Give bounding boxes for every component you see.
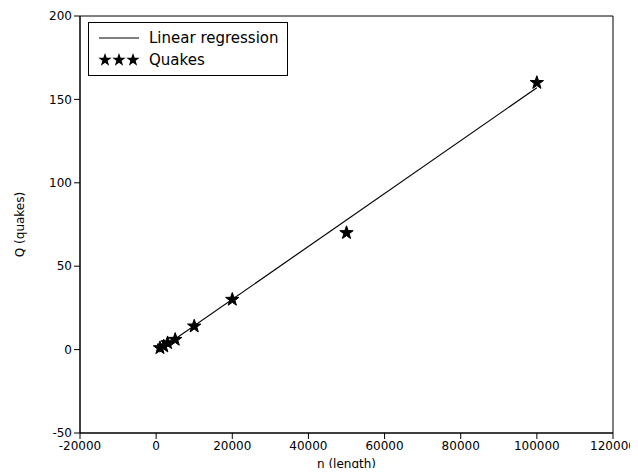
svg-text:40000: 40000 xyxy=(289,439,327,453)
svg-text:0: 0 xyxy=(152,439,160,453)
svg-text:60000: 60000 xyxy=(365,439,403,453)
svg-text:80000: 80000 xyxy=(442,439,480,453)
svg-text:200: 200 xyxy=(49,9,72,23)
svg-text:100: 100 xyxy=(49,176,72,190)
svg-text:-20000: -20000 xyxy=(59,439,102,453)
svg-text:150: 150 xyxy=(49,93,72,107)
svg-text:0: 0 xyxy=(64,343,72,357)
svg-text:n (length): n (length) xyxy=(317,457,376,468)
svg-text:120000: 120000 xyxy=(590,439,630,453)
html-text:Quakes: Quakes xyxy=(149,51,205,69)
svg-text:20000: 20000 xyxy=(213,439,251,453)
svg-text:100000: 100000 xyxy=(514,439,560,453)
html-text:Linear regression: Linear regression xyxy=(149,29,279,47)
svg-text:50: 50 xyxy=(57,259,72,273)
svg-text:Q (quakes): Q (quakes) xyxy=(13,192,27,257)
svg-text:-50: -50 xyxy=(52,426,72,440)
